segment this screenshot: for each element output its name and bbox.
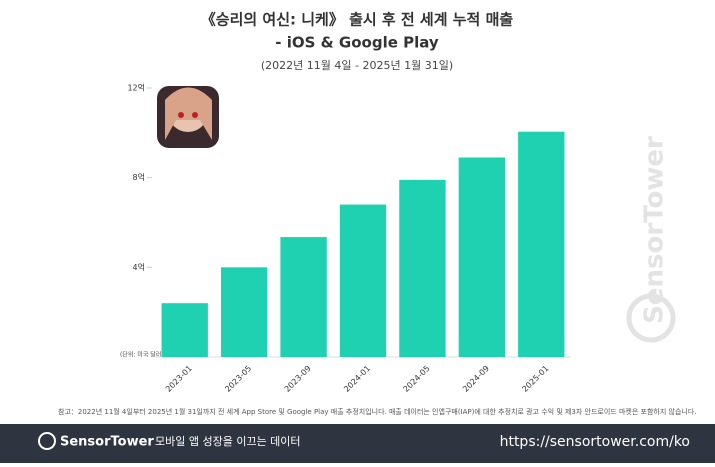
- footer-tagline: 모바일 앱 성장을 이끄는 데이터: [155, 434, 301, 448]
- watermark-text: SensorTower: [640, 136, 670, 324]
- watermark-logo: [626, 293, 676, 343]
- y-tick-label: 4억: [133, 262, 145, 272]
- watermark: SensorTower: [640, 136, 670, 324]
- y-tick-label: 12억: [127, 83, 145, 93]
- unit-label: (단위: 미국 달러): [120, 351, 164, 359]
- bar: [399, 179, 446, 357]
- y-tick-label: 8억: [133, 172, 145, 182]
- chart-subtitle: (2022년 11월 4일 - 2025년 1월 31일): [261, 58, 453, 72]
- bar: [518, 131, 565, 357]
- footnote: 참고：2022년 11월 4일부터 2025년 1월 31일까지 전 세계 Ap…: [58, 407, 697, 416]
- bar: [339, 204, 387, 357]
- bar: [280, 237, 327, 357]
- bar: [220, 267, 268, 357]
- bar: [161, 303, 208, 357]
- bar: [458, 157, 506, 357]
- footer-url: https://sensortower.com/ko: [500, 434, 690, 450]
- chart-title-line2: - iOS & Google Play: [275, 34, 439, 52]
- chart-title: 《승리의 여신: 니케》 출시 후 전 세계 누적 매출: [201, 11, 514, 29]
- footer-bar: [0, 424, 715, 463]
- game-icon: [157, 86, 219, 148]
- footer-logo: [38, 432, 56, 450]
- footer-brand: SensorTower: [60, 435, 154, 450]
